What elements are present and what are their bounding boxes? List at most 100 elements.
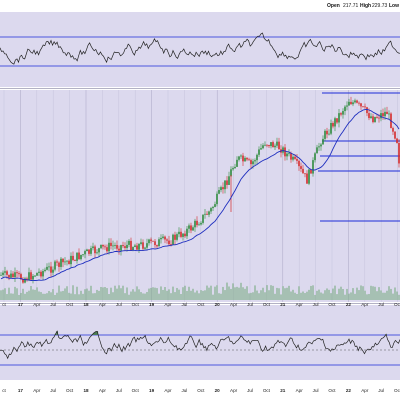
volume-bar	[220, 293, 222, 300]
volume-bar	[312, 285, 314, 300]
bottom-oscillator	[0, 330, 400, 366]
volume-bar	[18, 294, 20, 300]
candle-body	[320, 144, 322, 147]
x-tick-label: Jul	[116, 302, 122, 307]
volume-bar	[316, 290, 318, 300]
candle-body	[102, 244, 104, 247]
volume-bar	[190, 290, 192, 300]
candle-body	[116, 245, 118, 249]
volume-bar	[314, 294, 316, 300]
x-tick-label: 17	[18, 302, 24, 307]
x-tick-label: Apr	[164, 388, 172, 393]
volume-bar	[268, 290, 270, 300]
volume-bar	[116, 288, 118, 300]
volume-bar	[362, 286, 364, 300]
candle-body	[284, 147, 286, 157]
volume-bar	[386, 290, 388, 300]
candle-body	[86, 249, 88, 252]
candle-body	[260, 148, 262, 150]
volume-bar	[364, 290, 366, 300]
candle-body	[58, 262, 60, 267]
candle-body	[38, 271, 40, 273]
x-tick-label: 22	[346, 388, 352, 393]
candlesticks	[0, 96, 400, 284]
x-tick-label: Apr	[164, 302, 172, 307]
high-label: High	[360, 3, 371, 9]
volume-bar	[250, 292, 252, 300]
open-label: Open	[327, 3, 340, 9]
candle-body	[366, 107, 368, 114]
volume-bar	[240, 282, 242, 300]
low-label: Low	[389, 3, 399, 9]
volume-bar	[218, 293, 220, 300]
volume-bar	[270, 285, 272, 300]
candle-body	[194, 220, 196, 228]
candle-body	[308, 169, 310, 184]
candle-body	[336, 118, 338, 123]
volume-bar	[110, 287, 112, 300]
volume-bar	[76, 286, 78, 300]
candle-body	[364, 106, 366, 108]
volume-bar	[308, 289, 310, 300]
candle-body	[352, 102, 354, 105]
volume-bar	[172, 286, 174, 300]
candle-body	[304, 173, 306, 175]
candle-body	[182, 233, 184, 237]
candle-body	[322, 138, 324, 145]
volume-bar	[334, 285, 336, 300]
candle-body	[82, 254, 84, 256]
candle-body	[136, 245, 138, 250]
volume-bar	[236, 286, 238, 300]
candle-body	[30, 272, 32, 280]
candle-body	[36, 272, 38, 276]
candle-body	[42, 271, 44, 277]
candle-body	[162, 236, 164, 238]
candle-body	[226, 180, 228, 185]
candle-body	[92, 246, 94, 249]
candle-body	[50, 266, 52, 273]
candle-body	[140, 242, 142, 244]
volume-bar	[38, 291, 40, 300]
volume-bar	[298, 286, 300, 300]
candle-body	[290, 153, 292, 160]
volume-bar	[68, 292, 70, 300]
x-tick-label: Oct	[132, 302, 140, 307]
candle-body	[378, 117, 380, 119]
volume-bar	[274, 293, 276, 300]
volume-bar	[286, 287, 288, 300]
candle-body	[166, 239, 168, 241]
x-tick-label: ct	[2, 302, 6, 307]
volume-bar	[30, 285, 32, 300]
x-tick-label: Apr	[33, 388, 41, 393]
candle-body	[218, 190, 220, 194]
volume-bar	[350, 292, 352, 300]
candle-body	[114, 245, 116, 246]
candle-body	[206, 213, 208, 215]
x-tick-label: 21	[280, 388, 286, 393]
volume-bar	[4, 288, 6, 300]
volume-bar	[358, 290, 360, 300]
volume-bar	[184, 285, 186, 300]
candle-body	[386, 111, 388, 115]
volume-bar	[380, 290, 382, 300]
candle-body	[344, 106, 346, 112]
volume-bar	[338, 288, 340, 300]
volume-bar	[234, 287, 236, 300]
volume-bar	[176, 287, 178, 300]
candle-body	[288, 153, 290, 155]
candle-body	[238, 156, 240, 160]
candle-body	[8, 274, 10, 278]
candle-body	[174, 234, 176, 240]
candle-body	[324, 130, 326, 139]
candle-body	[244, 157, 246, 162]
candle-body	[360, 103, 362, 107]
candle-body	[368, 113, 370, 119]
top-oscillator-panel	[0, 12, 400, 87]
volume-bar	[62, 290, 64, 300]
volume-bar	[82, 293, 84, 300]
candle-body	[172, 234, 174, 245]
x-tick-label: Oct	[328, 302, 336, 307]
candle-body	[286, 153, 288, 157]
volume-bar	[90, 285, 92, 300]
volume-bar	[324, 290, 326, 300]
